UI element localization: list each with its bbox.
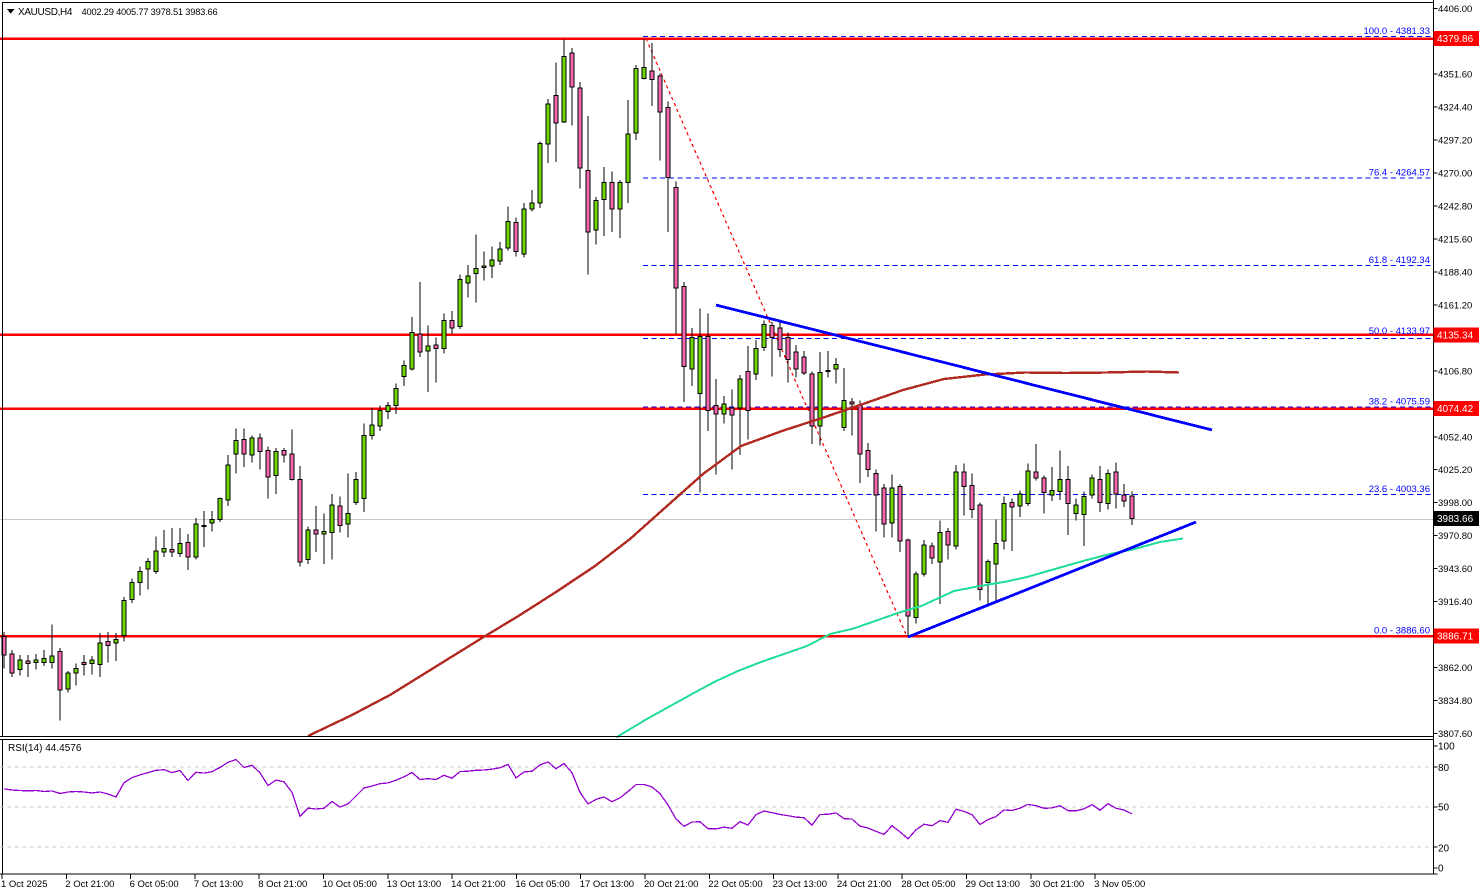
svg-text:4406.00: 4406.00 [1438,4,1472,15]
svg-text:4351.60: 4351.60 [1438,70,1472,81]
svg-text:4002.29 4005.77 3978.51 3983.6: 4002.29 4005.77 3978.51 3983.66 [82,7,218,17]
svg-text:23 Oct 13:00: 23 Oct 13:00 [773,879,827,890]
svg-text:4188.40: 4188.40 [1438,268,1472,279]
svg-text:50.0 - 4133.97: 50.0 - 4133.97 [1369,326,1430,337]
svg-text:29 Oct 13:00: 29 Oct 13:00 [966,879,1020,890]
svg-text:17 Oct 13:00: 17 Oct 13:00 [580,879,634,890]
svg-text:3 Nov 05:00: 3 Nov 05:00 [1094,879,1145,890]
svg-text:22 Oct 05:00: 22 Oct 05:00 [708,879,762,890]
svg-text:100: 100 [1438,742,1455,753]
svg-text:4215.60: 4215.60 [1438,235,1472,246]
svg-text:3983.66: 3983.66 [1437,514,1474,525]
svg-text:4324.40: 4324.40 [1438,103,1472,114]
svg-text:RSI(14) 44.4576: RSI(14) 44.4576 [8,743,82,754]
svg-text:4074.42: 4074.42 [1437,404,1474,415]
svg-text:2 Oct 21:00: 2 Oct 21:00 [65,879,114,890]
svg-text:24 Oct 21:00: 24 Oct 21:00 [837,879,891,890]
svg-text:4379.86: 4379.86 [1437,34,1474,45]
svg-text:50: 50 [1438,803,1450,814]
svg-text:3970.80: 3970.80 [1438,531,1472,542]
svg-text:8 Oct 21:00: 8 Oct 21:00 [258,879,307,890]
svg-text:4025.20: 4025.20 [1438,465,1472,476]
svg-text:3886.71: 3886.71 [1437,632,1474,643]
svg-text:4297.20: 4297.20 [1438,136,1472,147]
svg-text:23.6 - 4003.36: 23.6 - 4003.36 [1369,484,1430,495]
svg-text:3998.00: 3998.00 [1438,498,1472,509]
svg-text:3943.60: 3943.60 [1438,564,1472,575]
svg-text:0.0 - 3886.60: 0.0 - 3886.60 [1374,626,1430,637]
svg-text:100.0 - 4381.33: 100.0 - 4381.33 [1363,26,1430,37]
svg-text:4270.00: 4270.00 [1438,169,1472,180]
svg-text:13 Oct 13:00: 13 Oct 13:00 [387,879,441,890]
svg-text:4106.80: 4106.80 [1438,366,1472,377]
svg-text:30 Oct 21:00: 30 Oct 21:00 [1030,879,1084,890]
svg-text:4052.40: 4052.40 [1438,432,1472,443]
svg-text:3834.80: 3834.80 [1438,696,1472,707]
svg-text:14 Oct 21:00: 14 Oct 21:00 [451,879,505,890]
svg-text:20 Oct 21:00: 20 Oct 21:00 [644,879,698,890]
svg-text:10 Oct 05:00: 10 Oct 05:00 [323,879,377,890]
svg-text:0: 0 [1438,864,1444,875]
svg-text:3807.60: 3807.60 [1438,729,1472,740]
svg-text:80: 80 [1438,763,1450,774]
svg-text:1 Oct 2025: 1 Oct 2025 [1,879,47,890]
svg-text:4135.34: 4135.34 [1437,330,1474,341]
svg-text:3862.00: 3862.00 [1438,663,1472,674]
svg-text:4242.80: 4242.80 [1438,202,1472,213]
svg-text:XAUUSD,H4: XAUUSD,H4 [18,7,73,18]
svg-text:4161.20: 4161.20 [1438,300,1472,311]
svg-text:16 Oct 05:00: 16 Oct 05:00 [515,879,569,890]
svg-text:28 Oct 05:00: 28 Oct 05:00 [901,879,955,890]
svg-text:3916.40: 3916.40 [1438,597,1472,608]
svg-text:20: 20 [1438,844,1450,855]
svg-text:38.2 - 4075.59: 38.2 - 4075.59 [1369,397,1430,408]
svg-text:6 Oct 05:00: 6 Oct 05:00 [130,879,179,890]
svg-text:7 Oct 13:00: 7 Oct 13:00 [194,879,243,890]
svg-text:61.8 - 4192.34: 61.8 - 4192.34 [1369,255,1430,266]
svg-text:76.4 - 4264.57: 76.4 - 4264.57 [1369,168,1430,179]
